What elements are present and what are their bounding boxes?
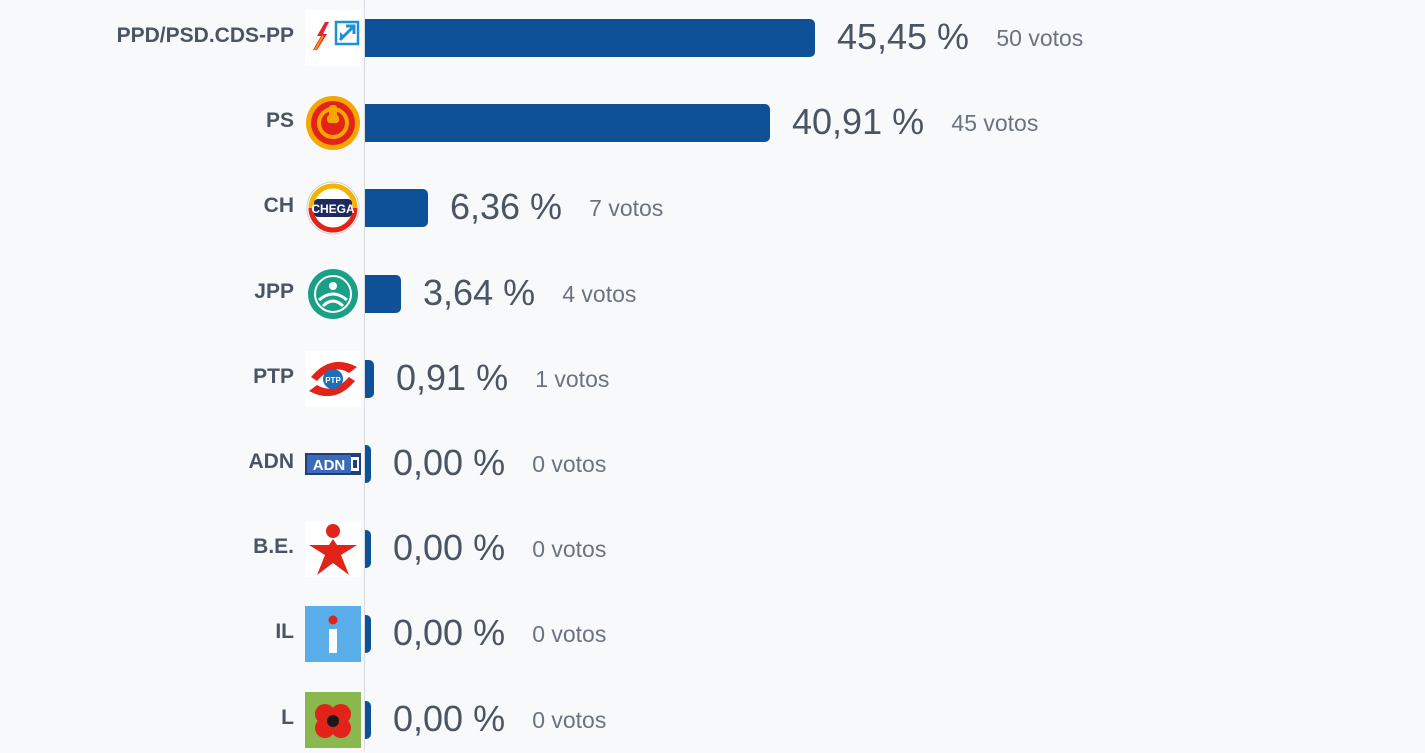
- party-label: IL: [275, 620, 294, 644]
- votes-label: 45 votos: [951, 110, 1039, 137]
- votes-label: 0 votos: [532, 451, 607, 477]
- party-label: CH: [263, 194, 294, 218]
- svg-text:CHEGA: CHEGA: [311, 202, 355, 216]
- chart-row: ADN ADN 0,00 % 0 votos: [0, 434, 1425, 494]
- be-star-logo-icon: [305, 521, 361, 578]
- bar: [365, 615, 371, 654]
- bar: [365, 445, 371, 483]
- party-label: L: [281, 705, 294, 729]
- chart-row: JPP 3,64 % 4 votos: [0, 264, 1425, 324]
- chart-row: PTP PTP 0,91 % 1 votos: [0, 349, 1425, 409]
- percentage-label: 40,91 %: [792, 101, 925, 143]
- bar: [365, 19, 815, 57]
- bar: [365, 700, 371, 739]
- percentage-label: 0,00 %: [393, 612, 506, 654]
- svg-text:PTP: PTP: [325, 376, 341, 385]
- chart-row: CH CHEGA 6,36 % 7 votos: [0, 178, 1425, 238]
- percentage-label: 0,91 %: [396, 356, 509, 398]
- percentage-label: 0,00 %: [393, 442, 506, 483]
- party-label: ADN: [248, 450, 295, 473]
- percentage-label: 0,00 %: [393, 527, 506, 569]
- il-logo-icon: [305, 606, 361, 663]
- party-label: JPP: [254, 279, 294, 303]
- chega-logo-icon: CHEGA: [305, 180, 361, 236]
- bar: [365, 530, 371, 569]
- percentage-label: 6,36 %: [449, 186, 563, 228]
- votes-label: 0 votos: [532, 536, 607, 563]
- adn-logo-icon: ADN: [305, 436, 361, 492]
- chart-row: PS 40,91 % 45 votos: [0, 93, 1425, 153]
- votes-label: 0 votos: [532, 706, 607, 733]
- bar: [365, 274, 402, 313]
- votes-label: 4 votos: [562, 280, 637, 307]
- votes-label: 1 votos: [535, 365, 610, 392]
- jpp-logo-icon: [305, 266, 361, 322]
- party-label: PTP: [253, 364, 294, 388]
- percentage-label: 45,45 %: [836, 16, 970, 57]
- votes-label: 7 votos: [589, 195, 664, 222]
- percentage-label: 3,64 %: [423, 271, 536, 313]
- percentage-label: 0,00 %: [393, 697, 506, 739]
- svg-text:ADN: ADN: [313, 457, 346, 474]
- chart-row: PPD/PSD.CDS-PP 45,45 % 50 votos: [0, 8, 1425, 68]
- livre-poppy-logo-icon: [305, 691, 361, 748]
- chart-row: B.E. 0,00 % 0 votos: [0, 519, 1425, 579]
- chart-axis-line: [364, 0, 365, 750]
- psd-cds-logo-icon: [305, 10, 361, 66]
- ps-fist-logo-icon: [305, 95, 361, 151]
- party-label: B.E.: [253, 535, 294, 559]
- bar: [365, 104, 770, 143]
- bar: [365, 189, 428, 228]
- ptp-logo-icon: PTP: [305, 350, 361, 407]
- party-label: PPD/PSD.CDS-PP: [116, 24, 294, 47]
- chart-row: IL 0,00 % 0 votos: [0, 604, 1425, 664]
- chart-row: L 0,00 % 0 votos: [0, 690, 1425, 750]
- party-label: PS: [265, 109, 294, 133]
- votes-label: 50 votos: [996, 25, 1084, 51]
- votes-label: 0 votos: [532, 621, 607, 648]
- bar: [365, 359, 374, 398]
